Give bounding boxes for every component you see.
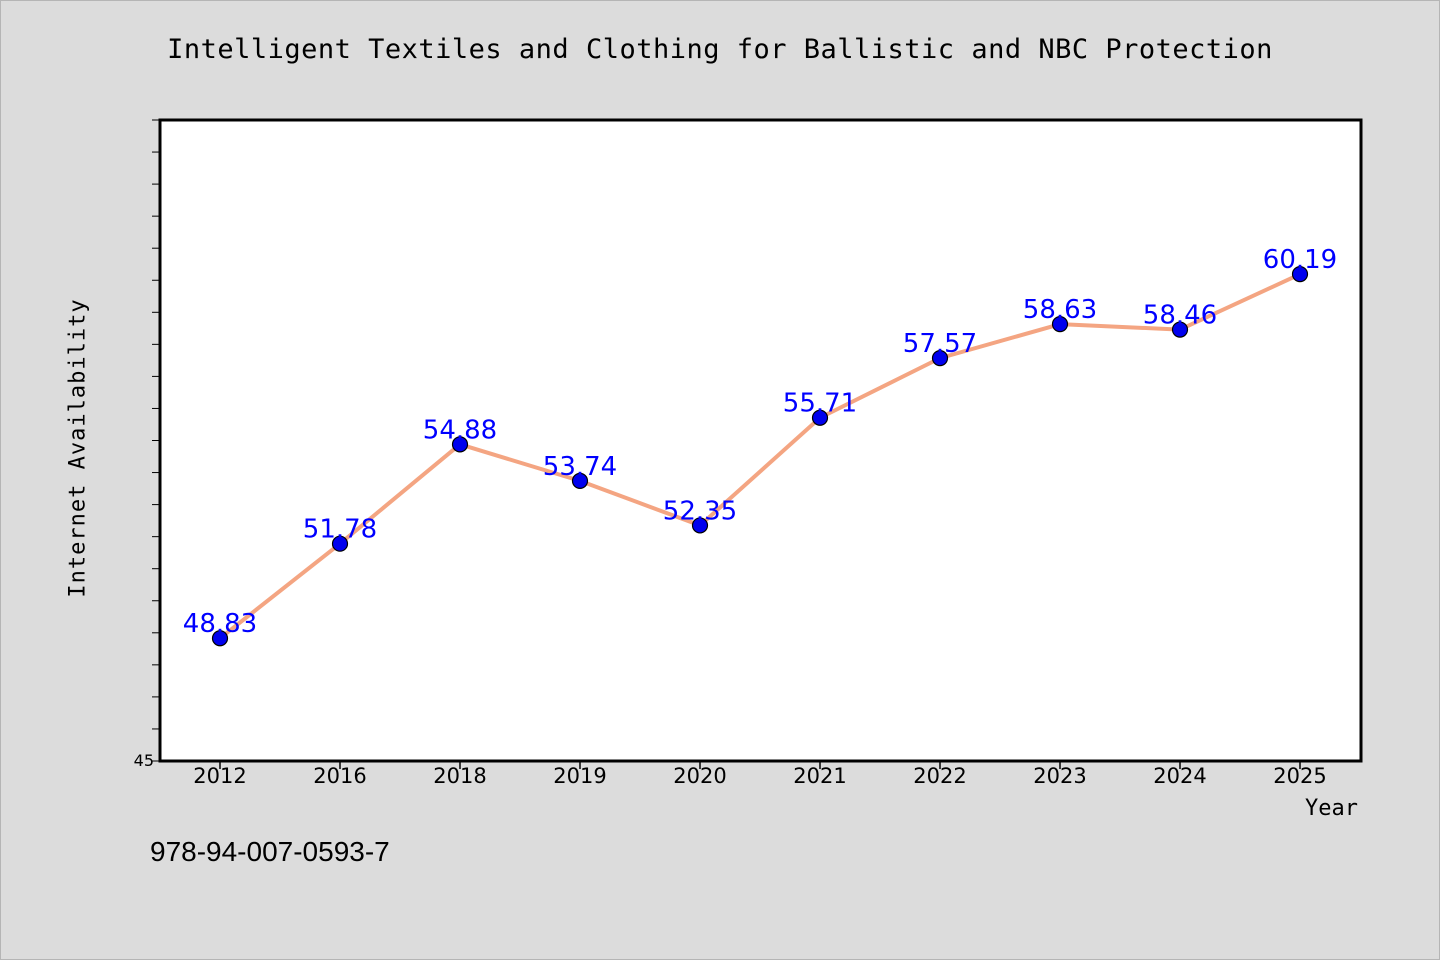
data-label: 58.63 [1023, 295, 1097, 325]
x-tick-label: 2016 [313, 764, 366, 788]
data-label: 51.78 [303, 515, 377, 545]
data-point [1171, 321, 1189, 338]
x-tick-label: 2020 [673, 764, 726, 788]
plot-area [158, 118, 1363, 763]
series-line [218, 272, 1302, 641]
isbn-text: 978-94-007-0593-7 [150, 836, 390, 867]
data-point [1051, 316, 1069, 333]
data-point [931, 350, 949, 367]
x-tick-label: 2022 [913, 764, 966, 788]
y-tick-label: 45 [134, 751, 154, 770]
x-tick-label: 2025 [1273, 764, 1326, 788]
data-point [331, 535, 349, 552]
data-label: 60.19 [1263, 245, 1337, 275]
data-point [451, 436, 469, 453]
x-tick-label: 2023 [1033, 764, 1086, 788]
data-label: 55.71 [783, 389, 857, 419]
x-axis-label: Year [1305, 796, 1358, 821]
data-point [1291, 266, 1309, 283]
x-tick-label: 2024 [1153, 764, 1206, 788]
data-label: 58.46 [1143, 301, 1217, 331]
data-label: 52.35 [663, 496, 737, 526]
data-label: 57.57 [903, 329, 977, 359]
x-tick-label: 2019 [553, 764, 606, 788]
data-label: 54.88 [423, 415, 497, 445]
x-tick-label: 2012 [193, 764, 246, 788]
data-label: 48.83 [183, 609, 257, 639]
data-point [571, 472, 589, 489]
data-label: 53.74 [543, 452, 617, 482]
x-tick-label: 2018 [433, 764, 486, 788]
data-point [211, 630, 229, 647]
chart-title: Intelligent Textiles and Clothing for Ba… [167, 34, 1273, 65]
data-point [691, 517, 709, 534]
x-tick-label: 2021 [793, 764, 846, 788]
data-point [811, 409, 829, 426]
